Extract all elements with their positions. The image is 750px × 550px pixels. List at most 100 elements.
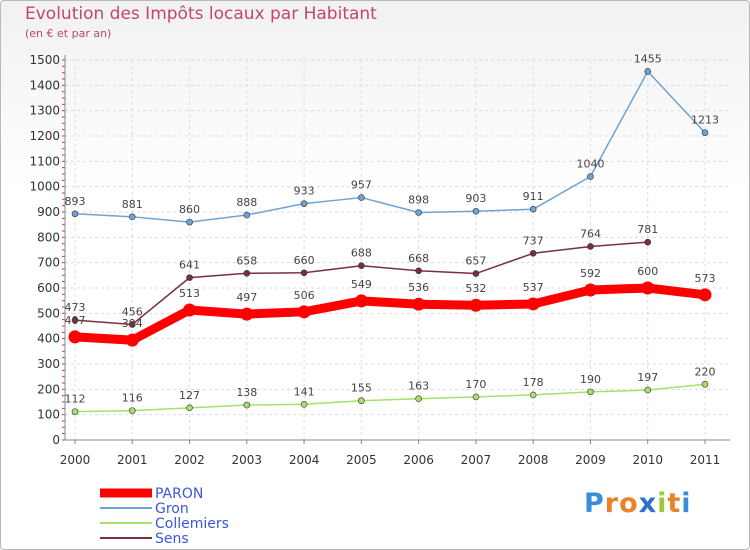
y-tick-label: 0 — [52, 433, 60, 447]
y-tick-label: 800 — [37, 230, 60, 244]
series-layer: 893 881 860 888 933 957 898 903 911 1040 1455 1213 1… — [65, 52, 719, 415]
logo-letter: i — [657, 488, 668, 519]
data-point — [358, 194, 365, 201]
y-tick-label: 1100 — [29, 154, 60, 168]
series-collemiers: 112 116 127 138 141 155 163 170 178 190 197 220 — [65, 365, 716, 415]
series-line-gron — [74, 70, 706, 223]
data-point — [125, 333, 139, 347]
data-point — [412, 297, 426, 311]
y-tick-label: 200 — [37, 382, 60, 396]
data-point — [472, 207, 480, 215]
data-label: 513 — [179, 287, 200, 300]
data-point — [358, 397, 365, 405]
y-tick-label: 1500 — [29, 53, 60, 67]
data-point — [526, 297, 540, 311]
series-line-paron — [70, 283, 710, 345]
data-label: 592 — [580, 267, 601, 280]
data-point — [186, 274, 193, 281]
data-point — [128, 213, 136, 221]
data-label: 1455 — [634, 52, 662, 65]
y-tick-label: 1300 — [29, 104, 60, 118]
data-label: 116 — [122, 392, 143, 405]
data-label: 127 — [179, 389, 200, 402]
data-point — [71, 408, 79, 415]
data-label: 668 — [408, 252, 429, 265]
logo-letter: i — [681, 488, 692, 519]
data-point — [300, 269, 308, 277]
data-point — [529, 249, 537, 257]
data-point — [529, 205, 537, 213]
data-label: 860 — [179, 203, 200, 216]
series-gron: 893 881 860 888 933 957 898 903 911 1040 1455 1213 — [65, 52, 719, 226]
data-point — [641, 281, 655, 295]
x-tick-label: 2005 — [346, 453, 377, 467]
data-label: 537 — [523, 281, 544, 294]
y-tick-label: 1000 — [29, 180, 60, 194]
data-label: 155 — [351, 382, 372, 395]
series-line-collemiers — [74, 383, 706, 413]
data-label: 893 — [65, 195, 86, 208]
data-point — [300, 200, 308, 207]
x-tick-label: 2008 — [518, 453, 549, 467]
data-label: 473 — [65, 301, 86, 314]
data-label: 888 — [236, 196, 257, 209]
data-point — [300, 400, 308, 408]
data-label: 170 — [465, 378, 486, 391]
x-tick-label: 2009 — [575, 453, 606, 467]
y-tick-label: 1400 — [29, 78, 60, 92]
data-label: 898 — [408, 194, 429, 207]
x-tick-label: 2003 — [232, 453, 263, 467]
data-point — [587, 173, 594, 180]
data-point — [644, 386, 652, 394]
y-tick-label: 1200 — [29, 129, 60, 143]
x-tick-label: 2002 — [174, 453, 205, 467]
data-label: 737 — [523, 234, 544, 247]
data-label: 536 — [408, 281, 429, 294]
data-point — [698, 288, 712, 302]
data-label: 1040 — [576, 158, 604, 171]
proxiti-logo: Proxiti — [584, 488, 692, 519]
data-point — [529, 391, 537, 399]
data-label: 573 — [695, 272, 716, 285]
legend-label-collemiers: Collemiers — [155, 516, 229, 532]
y-tick-label: 300 — [37, 357, 60, 371]
data-point — [415, 209, 422, 216]
logo-letter: t — [667, 488, 682, 519]
data-label: 764 — [580, 227, 601, 240]
data-point — [243, 401, 251, 409]
data-point — [186, 404, 193, 412]
y-tick-label: 400 — [37, 332, 60, 346]
data-point — [183, 303, 197, 317]
data-label: 660 — [294, 254, 315, 267]
data-label: 903 — [465, 192, 486, 205]
data-point — [358, 262, 365, 270]
data-label: 190 — [580, 373, 601, 386]
chart-subtitle: (en € et par an) — [25, 27, 112, 40]
data-label: 456 — [122, 305, 143, 318]
x-tick-label: 2011 — [690, 453, 721, 467]
y-tick-label: 600 — [37, 281, 60, 295]
data-point — [644, 68, 652, 75]
data-label: 549 — [351, 278, 372, 291]
series-sens: 473 456 641 658 660 688 668 657 737 764 781 — [65, 223, 658, 328]
data-point — [354, 294, 368, 308]
data-label: 163 — [408, 380, 429, 393]
series-paron: 407 394 513 497 506 549 536 532 537 592 600 573 — [65, 265, 716, 347]
data-point — [583, 283, 597, 297]
data-label: 781 — [637, 223, 658, 236]
data-label: 178 — [523, 376, 544, 389]
legend-label-gron: Gron — [155, 501, 189, 517]
y-tick-label: 700 — [37, 256, 60, 270]
data-label: 497 — [236, 291, 257, 304]
x-tick-label: 2000 — [60, 453, 91, 467]
data-point — [415, 267, 422, 275]
data-label: 1213 — [691, 114, 719, 127]
data-point — [186, 218, 193, 226]
data-label: 138 — [236, 386, 257, 399]
data-label: 657 — [465, 255, 486, 268]
data-label: 506 — [294, 289, 315, 302]
x-tick-label: 2006 — [403, 453, 434, 467]
data-label: 220 — [695, 365, 716, 378]
